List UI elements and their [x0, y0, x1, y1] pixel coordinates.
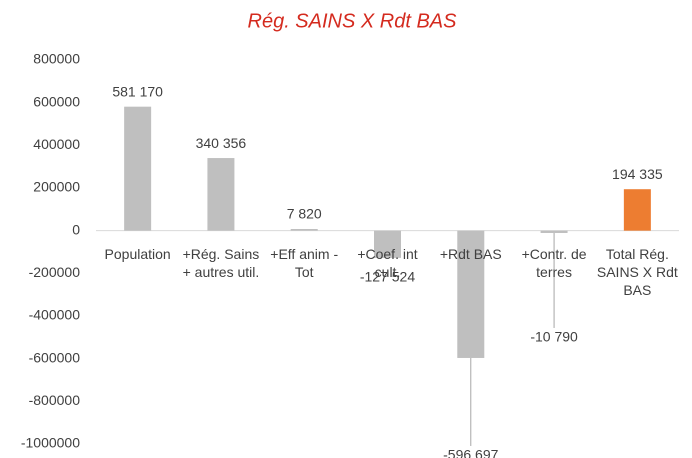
data-label: 581 170: [112, 83, 163, 99]
x-tick-label: +Rdt BAS: [439, 245, 502, 262]
chart-title: Rég. SAINS X Rdt BAS: [248, 10, 458, 32]
bar: [124, 106, 152, 231]
y-tick-label: -400000: [29, 307, 81, 323]
x-tick-label: Population: [104, 245, 171, 262]
y-tick-label: -800000: [29, 392, 81, 408]
data-label: 7 820: [287, 206, 322, 222]
x-tick-label: +Eff anim - Tot: [270, 245, 339, 280]
y-tick-label: 600000: [33, 93, 80, 109]
y-tick-label: 800000: [33, 51, 80, 67]
y-tick-label: 0: [72, 221, 80, 237]
x-tick-label: +Contr. de terres: [521, 245, 587, 280]
bar: [290, 228, 318, 231]
bar: [540, 230, 568, 233]
y-tick-label: 200000: [33, 179, 80, 195]
data-label: -596 697: [443, 447, 498, 458]
bar: [623, 189, 651, 231]
y-tick-label: -1000000: [21, 435, 80, 451]
data-label: -127 524: [360, 269, 415, 285]
y-tick-label: -200000: [29, 264, 81, 280]
data-label: 340 356: [196, 135, 247, 151]
bar: [457, 230, 485, 358]
y-tick-label: -600000: [29, 349, 81, 365]
x-tick-label: +Coef. int cult.: [357, 245, 418, 280]
data-label: 194 335: [612, 166, 663, 182]
y-tick-label: 400000: [33, 136, 80, 152]
x-tick-label: Total Rég. SAINS X Rdt BAS: [596, 245, 678, 298]
bar: [374, 230, 401, 258]
data-label: -10 790: [530, 329, 578, 345]
x-tick-label: +Rég. Sains + autres util.: [182, 245, 260, 280]
bar: [207, 158, 235, 231]
